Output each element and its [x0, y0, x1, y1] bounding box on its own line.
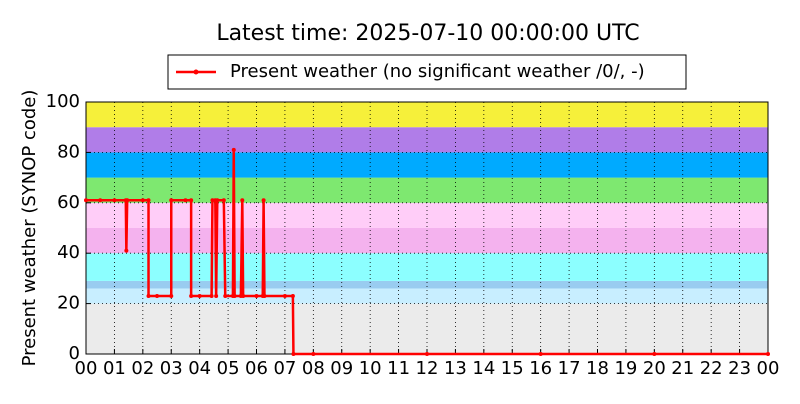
data-point	[189, 198, 194, 203]
background-band	[86, 253, 768, 281]
data-point	[214, 294, 219, 299]
data-point	[210, 198, 215, 203]
y-axis-label: Present weather (SYNOP code)	[19, 90, 40, 367]
data-point	[98, 198, 103, 203]
y-tick-label: 60	[57, 192, 80, 213]
data-point	[169, 294, 174, 299]
legend-label: Present weather (no significant weather …	[230, 61, 645, 82]
data-point	[84, 198, 88, 203]
data-point	[766, 352, 770, 356]
x-tick-label: 08	[302, 358, 325, 379]
data-point	[169, 198, 174, 203]
y-tick-label: 100	[46, 91, 80, 112]
x-tick-label: 12	[416, 358, 439, 379]
x-tick-label: 11	[387, 358, 410, 379]
data-point	[261, 198, 266, 203]
data-point	[125, 198, 130, 203]
data-point	[538, 352, 543, 356]
background-band	[86, 303, 768, 354]
data-point	[215, 198, 220, 203]
data-point	[146, 294, 151, 299]
x-tick-label: 17	[558, 358, 581, 379]
data-point	[189, 294, 194, 299]
x-tick-label: 07	[273, 358, 296, 379]
data-point	[232, 294, 237, 299]
data-point	[282, 294, 287, 299]
data-point	[291, 352, 296, 356]
x-tick-label: 14	[472, 358, 495, 379]
x-tick-label: 22	[700, 358, 723, 379]
data-point	[311, 352, 316, 356]
data-point	[240, 198, 245, 203]
x-tick-label: 15	[501, 358, 524, 379]
background-band	[86, 288, 768, 304]
data-point	[262, 294, 267, 299]
legend-marker	[193, 69, 199, 75]
background-band	[86, 228, 768, 254]
background-band	[86, 280, 768, 289]
data-point	[223, 294, 228, 299]
background-band	[86, 127, 768, 153]
data-point	[112, 198, 117, 203]
x-tick-label: 01	[103, 358, 126, 379]
x-tick-label: 04	[188, 358, 211, 379]
legend-box	[167, 54, 687, 90]
x-tick-label: 13	[444, 358, 467, 379]
x-tick-label: 18	[586, 358, 609, 379]
x-tick-label: 16	[529, 358, 552, 379]
data-point	[155, 294, 160, 299]
y-tick-label: 80	[57, 141, 80, 162]
data-point	[254, 294, 259, 299]
x-tick-label: 09	[330, 358, 353, 379]
data-point	[241, 294, 246, 299]
y-tick-label: 20	[57, 293, 80, 314]
data-point	[140, 198, 145, 203]
data-point	[197, 294, 202, 299]
data-point	[183, 198, 188, 203]
data-point	[231, 147, 236, 152]
x-tick-label: 23	[728, 358, 751, 379]
x-tick-label: 03	[160, 358, 183, 379]
x-tick-label: 21	[671, 358, 694, 379]
data-point	[124, 248, 129, 253]
x-tick-label: 06	[245, 358, 268, 379]
y-tick-label: 40	[57, 242, 80, 263]
data-point	[146, 198, 151, 203]
data-point	[290, 294, 295, 299]
x-tick-label: 10	[359, 358, 382, 379]
x-tick-label: 00	[757, 358, 780, 379]
data-point	[652, 352, 657, 356]
data-point	[425, 352, 429, 356]
x-tick-label: 02	[131, 358, 154, 379]
data-point	[221, 198, 226, 203]
data-point	[209, 294, 214, 299]
y-tick-label: 0	[69, 343, 80, 364]
x-tick-label: 19	[614, 358, 637, 379]
x-tick-label: 05	[217, 358, 240, 379]
background-band	[86, 152, 768, 178]
x-tick-label: 20	[643, 358, 666, 379]
x-tick-label: 00	[75, 358, 98, 379]
chart-title: Latest time: 2025-07-10 00:00:00 UTC	[216, 21, 639, 46]
